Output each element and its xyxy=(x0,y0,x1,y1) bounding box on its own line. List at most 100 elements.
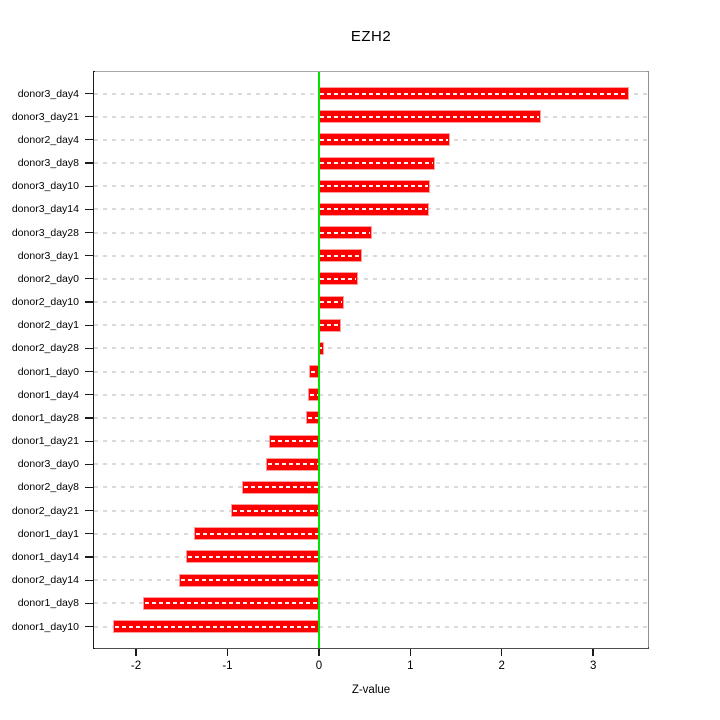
bar-donor3_day1 xyxy=(318,250,361,262)
y-tick xyxy=(85,162,94,164)
category-gridline xyxy=(94,393,648,396)
bar-donor1_day0 xyxy=(309,366,319,378)
y-label-donor2_day21: donor2_day21 xyxy=(11,504,79,517)
plot-area xyxy=(94,72,648,648)
bar-gridline-overlay xyxy=(319,138,448,141)
bar-gridline-overlay xyxy=(310,370,318,373)
y-label-donor1_day21: donor1_day21 xyxy=(11,435,79,448)
y-tick xyxy=(85,116,94,118)
y-tick xyxy=(85,208,94,210)
bar-donor2_day1 xyxy=(318,319,340,331)
category-gridline xyxy=(94,463,648,466)
bar-donor1_day21 xyxy=(270,435,319,447)
chart-title: EZH2 xyxy=(350,28,392,45)
y-tick xyxy=(85,510,94,512)
y-label-donor3_day28: donor3_day28 xyxy=(11,226,79,239)
y-label-donor3_day4: donor3_day4 xyxy=(17,87,79,100)
x-tick-label: 1 xyxy=(407,660,414,672)
y-label-donor2_day10: donor2_day10 xyxy=(11,296,79,309)
category-gridline xyxy=(94,532,648,535)
category-gridline xyxy=(94,602,648,605)
bar-donor1_day8 xyxy=(144,597,319,609)
y-label-donor2_day28: donor2_day28 xyxy=(11,342,79,355)
category-gridline xyxy=(94,231,648,234)
y-tick xyxy=(85,533,94,535)
plot-border-right xyxy=(647,71,649,649)
category-gridline xyxy=(94,347,648,350)
bar-gridline-overlay xyxy=(319,115,540,118)
bar-gridline-overlay xyxy=(319,92,627,95)
category-gridline xyxy=(94,486,648,489)
y-label-donor3_day1: donor3_day1 xyxy=(17,249,79,262)
x-tick-label: 0 xyxy=(315,660,323,672)
bar-donor1_day28 xyxy=(307,412,319,424)
y-label-donor3_day10: donor3_day10 xyxy=(11,180,79,193)
y-tick xyxy=(85,625,94,628)
y-tick xyxy=(85,602,94,604)
x-tick-label: -1 xyxy=(222,660,233,672)
y-tick xyxy=(85,440,94,442)
bar-gridline-overlay xyxy=(180,579,318,582)
bar-donor3_day10 xyxy=(318,180,429,192)
y-tick xyxy=(85,92,94,95)
bar-donor2_day14 xyxy=(179,574,319,586)
y-tick xyxy=(85,231,94,234)
bar-gridline-overlay xyxy=(319,254,360,257)
bar-gridline-overlay xyxy=(319,208,427,211)
bar-donor1_day4 xyxy=(308,389,319,401)
bar-gridline-overlay xyxy=(267,463,318,466)
bar-donor2_day4 xyxy=(318,134,449,146)
bar-gridline-overlay xyxy=(188,555,318,558)
y-tick xyxy=(85,394,94,396)
bar-donor1_day10 xyxy=(114,621,319,632)
y-tick xyxy=(85,463,94,465)
y-tick xyxy=(85,417,94,419)
plot-border-bottom xyxy=(93,647,649,649)
bar-gridline-overlay xyxy=(319,324,339,327)
y-label-donor1_day8: donor1_day8 xyxy=(17,597,79,610)
y-tick xyxy=(85,324,94,326)
y-label-donor3_day14: donor3_day14 xyxy=(11,203,79,216)
y-tick xyxy=(85,486,94,489)
bar-gridline-overlay xyxy=(319,185,428,188)
y-label-donor2_day4: donor2_day4 xyxy=(17,133,79,146)
x-tick xyxy=(409,649,411,656)
bar-gridline-overlay xyxy=(244,486,318,489)
y-tick xyxy=(85,255,94,257)
bar-gridline-overlay xyxy=(115,625,318,628)
y-tick xyxy=(85,370,94,373)
y-tick xyxy=(85,347,94,349)
bar-donor3_day8 xyxy=(318,157,435,169)
y-label-donor3_day0: donor3_day0 xyxy=(17,458,79,471)
y-label-donor1_day10: donor1_day10 xyxy=(11,620,79,633)
category-gridline xyxy=(94,555,648,558)
bar-gridline-overlay xyxy=(319,277,357,280)
x-tick-label: 3 xyxy=(589,660,597,672)
y-tick xyxy=(85,579,94,581)
bar-gridline-overlay xyxy=(309,393,318,396)
bar-donor2_day10 xyxy=(318,296,343,308)
y-tick xyxy=(85,139,94,141)
bar-gridline-overlay xyxy=(233,509,318,512)
x-axis-title: Z-value xyxy=(351,684,391,696)
y-label-donor2_day0: donor2_day0 xyxy=(17,272,79,285)
bar-donor3_day0 xyxy=(266,458,319,470)
y-label-donor1_day28: donor1_day28 xyxy=(11,411,79,424)
bar-gridline-overlay xyxy=(271,440,318,443)
bar-donor3_day21 xyxy=(318,111,541,123)
x-tick xyxy=(592,649,594,656)
y-tick xyxy=(85,556,94,558)
x-tick xyxy=(501,649,503,656)
category-gridline xyxy=(94,277,648,280)
y-label-donor2_day14: donor2_day14 xyxy=(11,574,79,587)
bar-donor2_day8 xyxy=(243,481,319,493)
x-tick xyxy=(226,649,229,656)
bar-donor3_day28 xyxy=(318,227,371,239)
x-tick xyxy=(135,649,137,656)
bar-gridline-overlay xyxy=(319,231,370,234)
category-gridline xyxy=(94,625,648,628)
plot-border-left xyxy=(93,71,95,649)
y-label-donor3_day8: donor3_day8 xyxy=(17,157,79,170)
bar-donor2_day28 xyxy=(318,342,324,354)
